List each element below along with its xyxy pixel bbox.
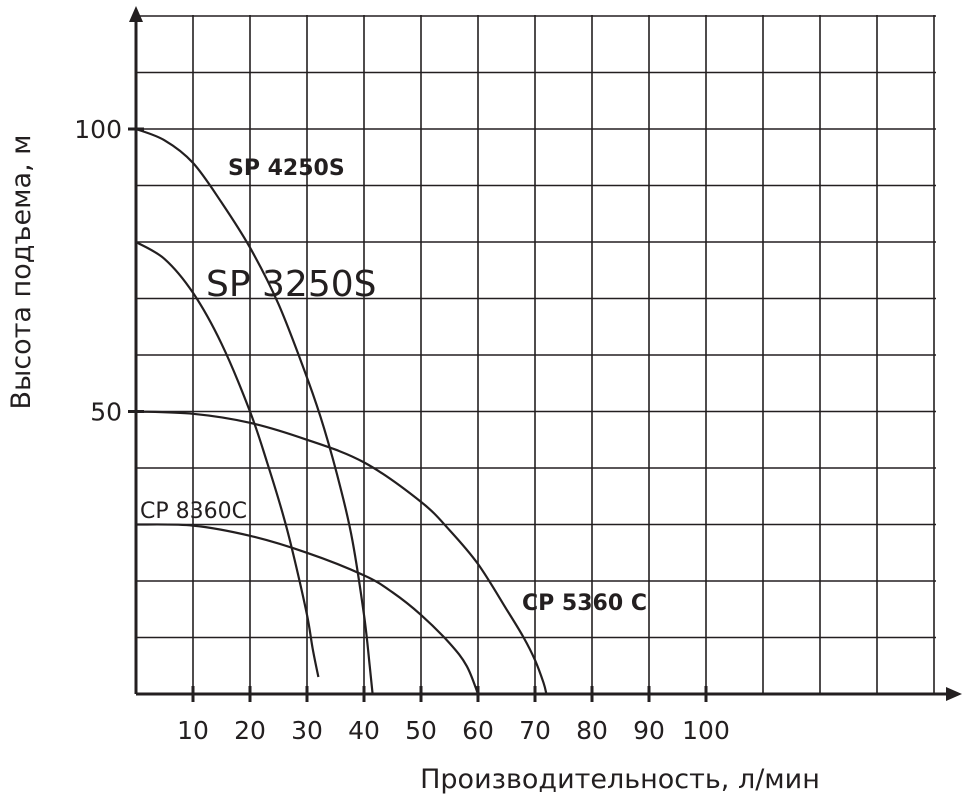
axis-ticks: 10 20 30 40 50 60 70 80 90 100 50 100 — [74, 115, 730, 745]
y-tick-label: 100 — [74, 115, 122, 144]
series-label-sp-3250s: SP 3250S — [206, 264, 376, 305]
x-tick-label: 20 — [234, 716, 266, 745]
x-tick-label: 90 — [633, 716, 665, 745]
x-tick-label: 100 — [682, 716, 730, 745]
series-curves — [135, 127, 548, 695]
x-tick-label: 60 — [462, 716, 494, 745]
series-label-cp-8360c: CP 8360C — [140, 499, 247, 524]
series-line-cp-8360c — [135, 523, 480, 695]
x-axis-title: Производительность, л/мин — [420, 764, 820, 795]
x-tick-label: 10 — [177, 716, 209, 745]
y-axis-title: Высота подъема, м — [6, 134, 37, 409]
x-axis-arrow-icon — [946, 687, 962, 701]
series-label-sp-4250s: SP 4250S — [228, 156, 345, 181]
x-tick-label: 70 — [519, 716, 551, 745]
x-tick-label: 50 — [405, 716, 437, 745]
series-labels: SP 4250S SP 3250S CP 5360 C CP 8360C — [140, 156, 647, 616]
y-tick-label: 50 — [90, 398, 122, 427]
series-line-sp-3250s — [135, 241, 320, 678]
series-line-sp-4250s — [135, 127, 374, 695]
series-line-cp-5360-c — [135, 410, 548, 695]
y-axis-arrow-icon — [129, 6, 143, 22]
x-tick-label: 30 — [291, 716, 323, 745]
x-tick-label: 80 — [576, 716, 608, 745]
x-tick-label: 40 — [348, 716, 380, 745]
grid — [136, 15, 936, 694]
series-label-cp-5360-c: CP 5360 C — [522, 591, 647, 616]
